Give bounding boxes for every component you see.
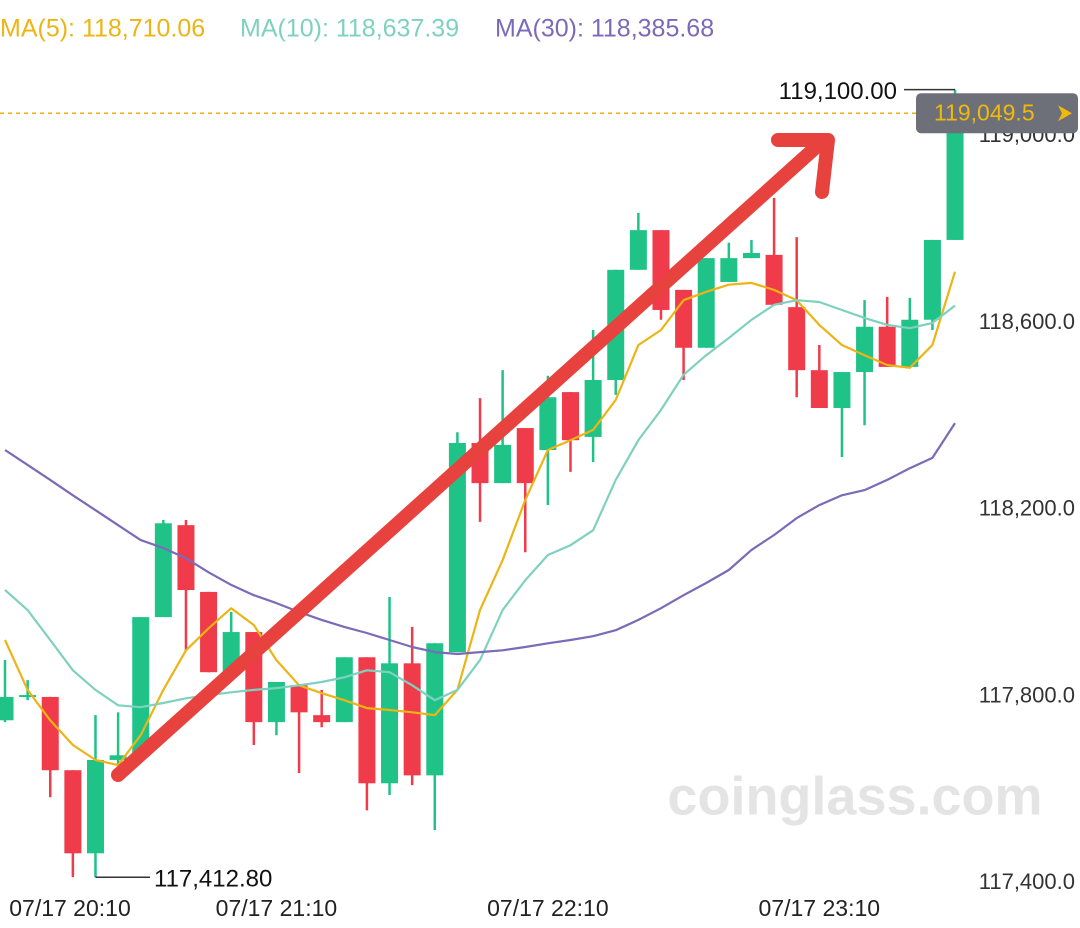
- y-tick-label: 118,200.0: [979, 496, 1075, 521]
- candle-body: [878, 326, 896, 367]
- candle-body: [539, 397, 557, 450]
- watermark: coinglass.com: [667, 766, 1042, 826]
- candle-body: [697, 258, 715, 348]
- y-tick-label: 118,600.0: [979, 309, 1075, 334]
- candle-body: [856, 326, 874, 373]
- candle-body: [788, 307, 806, 371]
- candle-body: [19, 695, 37, 698]
- legend-entry: MA(10): 118,637.39: [240, 15, 459, 43]
- candle-body: [923, 239, 941, 320]
- ma-line: [4, 299, 956, 709]
- price-tag: [916, 93, 1078, 134]
- x-tick-label: 07/17 22:10: [487, 895, 609, 921]
- price-tag-label: 119,049.5: [934, 99, 1035, 125]
- x-tick-label: 07/17 23:10: [759, 895, 881, 921]
- ma-line: [4, 422, 956, 656]
- candle-body: [200, 591, 218, 673]
- candle-body: [267, 681, 285, 723]
- trend-arrow-head: [771, 133, 835, 199]
- candle-body: [810, 370, 828, 408]
- candle-body: [0, 696, 14, 721]
- candle-body: [426, 643, 444, 776]
- candle-body: [381, 663, 399, 784]
- candle-body: [86, 759, 104, 854]
- candle-body: [833, 372, 851, 408]
- candle-body: [132, 617, 150, 756]
- candle-body: [335, 657, 353, 723]
- trend-arrow: [111, 141, 822, 782]
- candle-body: [494, 444, 512, 484]
- candle-body: [562, 392, 579, 441]
- legend-entry: MA(30): 118,385.68: [495, 15, 714, 43]
- x-tick-label: 07/17 21:10: [216, 895, 338, 921]
- candle-body: [516, 428, 534, 484]
- candle-body: [109, 755, 127, 760]
- candle-body: [946, 113, 964, 240]
- candle-body: [629, 230, 647, 270]
- candle-body: [41, 696, 59, 771]
- candle-body: [765, 254, 783, 305]
- high-marker-label: 119,100.00: [779, 78, 897, 105]
- candle-body: [742, 253, 760, 259]
- candle-body: [154, 523, 172, 618]
- price-tag-arrow: [1058, 105, 1072, 122]
- candle-body: [403, 663, 421, 776]
- candle-body: [448, 442, 466, 653]
- candle-body: [901, 319, 919, 367]
- candle-body: [313, 715, 331, 723]
- low-marker-label: 117,412.80: [154, 866, 272, 893]
- candle-body: [290, 685, 308, 713]
- candle-body: [720, 258, 738, 282]
- candle-body: [64, 770, 82, 854]
- y-tick-label: 117,400.0: [979, 869, 1075, 894]
- candle-body: [358, 657, 376, 784]
- y-tick-label: 117,800.0: [979, 682, 1075, 707]
- x-tick-label: 07/17 20:10: [9, 895, 131, 921]
- legend-entry: MA(5): 118,710.06: [0, 15, 205, 43]
